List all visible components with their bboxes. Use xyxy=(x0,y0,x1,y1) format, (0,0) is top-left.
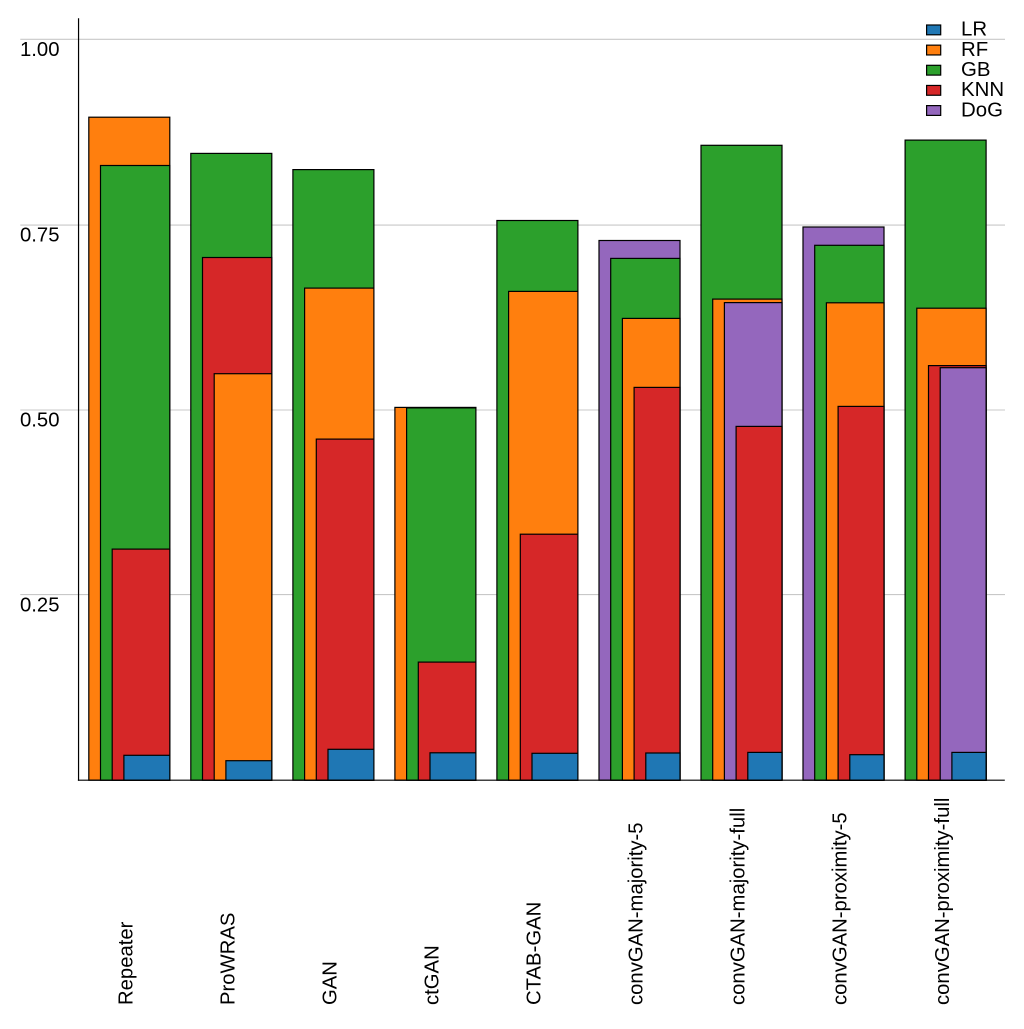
svg-text:ProWRAS: ProWRAS xyxy=(218,913,240,1005)
svg-text:convGAN-proximity-5: convGAN-proximity-5 xyxy=(830,812,852,1005)
svg-text:KNN: KNN xyxy=(961,79,1004,101)
svg-text:ctGAN: ctGAN xyxy=(422,945,444,1005)
svg-text:convGAN-majority-full: convGAN-majority-full xyxy=(728,808,750,1005)
svg-text:Repeater: Repeater xyxy=(116,921,138,1005)
svg-text:DoG: DoG xyxy=(961,99,1003,121)
svg-text:convGAN-proximity-full: convGAN-proximity-full xyxy=(932,798,954,1005)
svg-text:GB: GB xyxy=(961,59,990,81)
svg-text:1.00: 1.00 xyxy=(20,39,59,61)
svg-text:0.25: 0.25 xyxy=(20,595,59,617)
svg-text:GAN: GAN xyxy=(320,961,342,1005)
svg-text:0.75: 0.75 xyxy=(20,225,59,247)
svg-text:0.50: 0.50 xyxy=(20,410,59,432)
svg-text:RF: RF xyxy=(961,39,988,61)
svg-text:LR: LR xyxy=(961,19,987,41)
svg-text:CTAB-GAN: CTAB-GAN xyxy=(524,902,546,1005)
svg-text:convGAN-majority-5: convGAN-majority-5 xyxy=(626,822,648,1005)
